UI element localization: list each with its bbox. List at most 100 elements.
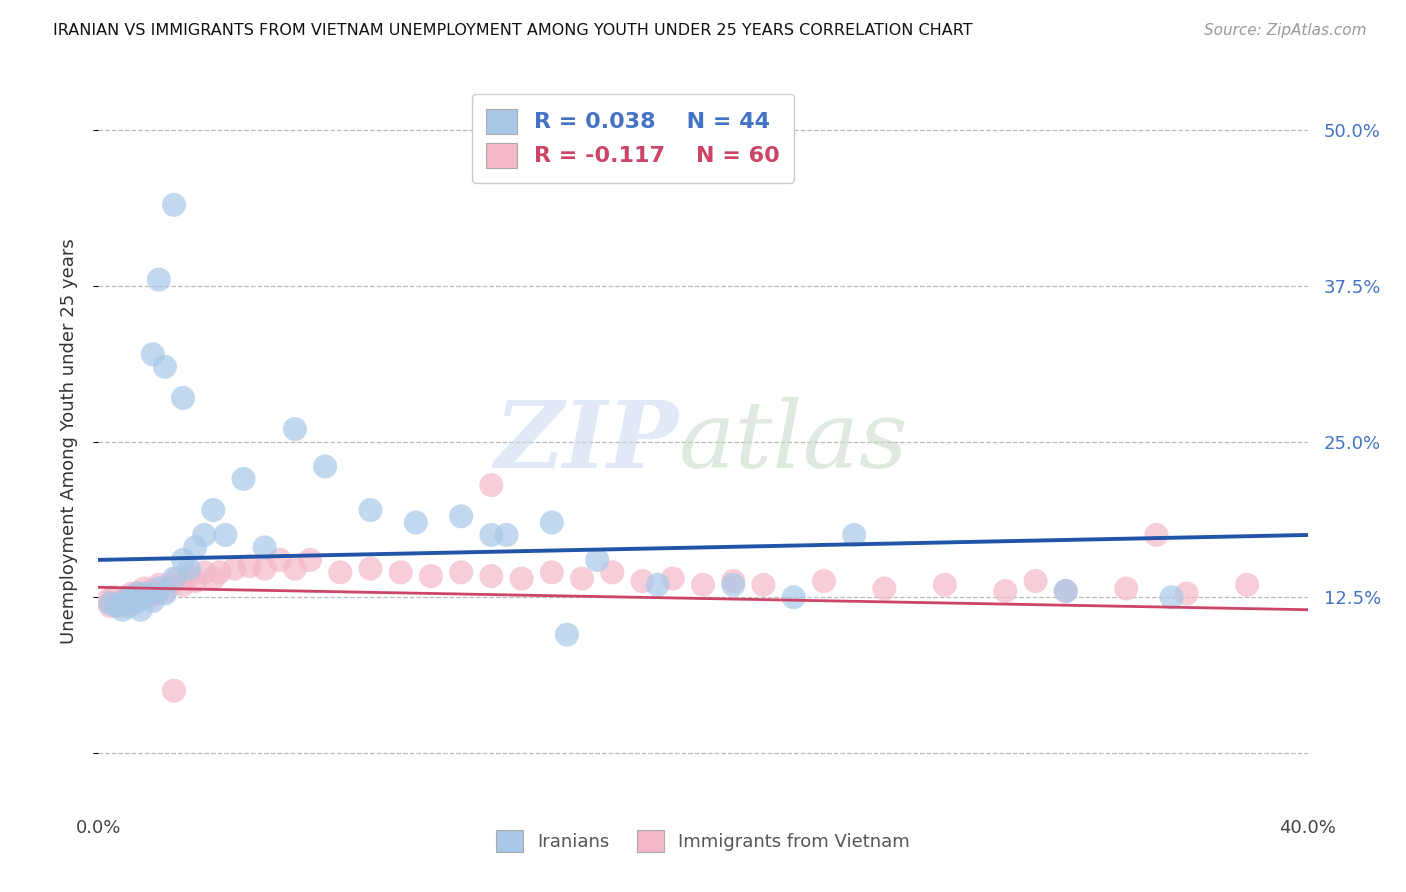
- Point: [586, 553, 609, 567]
- Point: [153, 359, 176, 374]
- Point: [172, 391, 194, 405]
- Point: [124, 594, 146, 608]
- Point: [481, 569, 503, 583]
- Point: [103, 591, 125, 605]
- Point: [873, 582, 896, 596]
- Point: [284, 422, 307, 436]
- Point: [121, 591, 143, 605]
- Point: [239, 559, 262, 574]
- Point: [139, 591, 162, 605]
- Point: [1054, 584, 1077, 599]
- Point: [555, 627, 578, 641]
- Text: IRANIAN VS IMMIGRANTS FROM VIETNAM UNEMPLOYMENT AMONG YOUTH UNDER 25 YEARS CORRE: IRANIAN VS IMMIGRANTS FROM VIETNAM UNEMP…: [53, 23, 973, 38]
- Point: [540, 566, 562, 580]
- Point: [111, 603, 134, 617]
- Point: [934, 578, 956, 592]
- Text: Source: ZipAtlas.com: Source: ZipAtlas.com: [1204, 23, 1367, 38]
- Text: ZIP: ZIP: [495, 397, 679, 486]
- Point: [208, 566, 231, 580]
- Point: [108, 599, 131, 613]
- Legend: Iranians, Immigrants from Vietnam: Iranians, Immigrants from Vietnam: [489, 822, 917, 859]
- Point: [105, 597, 128, 611]
- Point: [172, 553, 194, 567]
- Point: [1054, 584, 1077, 599]
- Point: [111, 594, 134, 608]
- Point: [163, 198, 186, 212]
- Point: [844, 528, 866, 542]
- Y-axis label: Unemployment Among Youth under 25 years: Unemployment Among Youth under 25 years: [59, 239, 77, 644]
- Point: [232, 472, 254, 486]
- Point: [184, 574, 207, 588]
- Point: [360, 561, 382, 575]
- Point: [127, 586, 149, 600]
- Point: [184, 541, 207, 555]
- Point: [118, 599, 141, 613]
- Point: [647, 578, 669, 592]
- Point: [148, 582, 170, 596]
- Point: [114, 594, 136, 608]
- Point: [723, 578, 745, 592]
- Point: [166, 572, 188, 586]
- Point: [135, 586, 157, 600]
- Point: [783, 591, 806, 605]
- Point: [100, 599, 122, 613]
- Point: [299, 553, 322, 567]
- Point: [214, 528, 236, 542]
- Point: [142, 584, 165, 599]
- Point: [1236, 578, 1258, 592]
- Point: [405, 516, 427, 530]
- Point: [132, 591, 155, 605]
- Point: [100, 597, 122, 611]
- Point: [224, 561, 246, 575]
- Point: [420, 569, 443, 583]
- Point: [193, 528, 215, 542]
- Point: [163, 572, 186, 586]
- Point: [145, 586, 167, 600]
- Point: [153, 584, 176, 599]
- Point: [202, 572, 225, 586]
- Point: [450, 509, 472, 524]
- Point: [135, 586, 157, 600]
- Point: [360, 503, 382, 517]
- Point: [661, 572, 683, 586]
- Point: [96, 594, 118, 608]
- Point: [160, 578, 183, 592]
- Point: [813, 574, 835, 588]
- Point: [389, 566, 412, 580]
- Point: [163, 683, 186, 698]
- Point: [129, 591, 152, 605]
- Point: [127, 586, 149, 600]
- Point: [602, 566, 624, 580]
- Point: [723, 574, 745, 588]
- Point: [153, 586, 176, 600]
- Point: [994, 584, 1017, 599]
- Point: [631, 574, 654, 588]
- Point: [1175, 586, 1198, 600]
- Point: [114, 591, 136, 605]
- Point: [495, 528, 517, 542]
- Point: [1144, 528, 1167, 542]
- Point: [193, 566, 215, 580]
- Text: atlas: atlas: [679, 397, 908, 486]
- Point: [540, 516, 562, 530]
- Point: [510, 572, 533, 586]
- Point: [450, 566, 472, 580]
- Point: [481, 478, 503, 492]
- Point: [571, 572, 593, 586]
- Point: [269, 553, 291, 567]
- Point: [118, 597, 141, 611]
- Point: [284, 561, 307, 575]
- Point: [148, 578, 170, 592]
- Point: [172, 578, 194, 592]
- Point: [253, 561, 276, 575]
- Point: [253, 541, 276, 555]
- Point: [692, 578, 714, 592]
- Point: [124, 597, 146, 611]
- Point: [752, 578, 775, 592]
- Point: [148, 272, 170, 286]
- Point: [179, 561, 201, 575]
- Point: [105, 599, 128, 613]
- Point: [142, 594, 165, 608]
- Point: [121, 586, 143, 600]
- Point: [1024, 574, 1046, 588]
